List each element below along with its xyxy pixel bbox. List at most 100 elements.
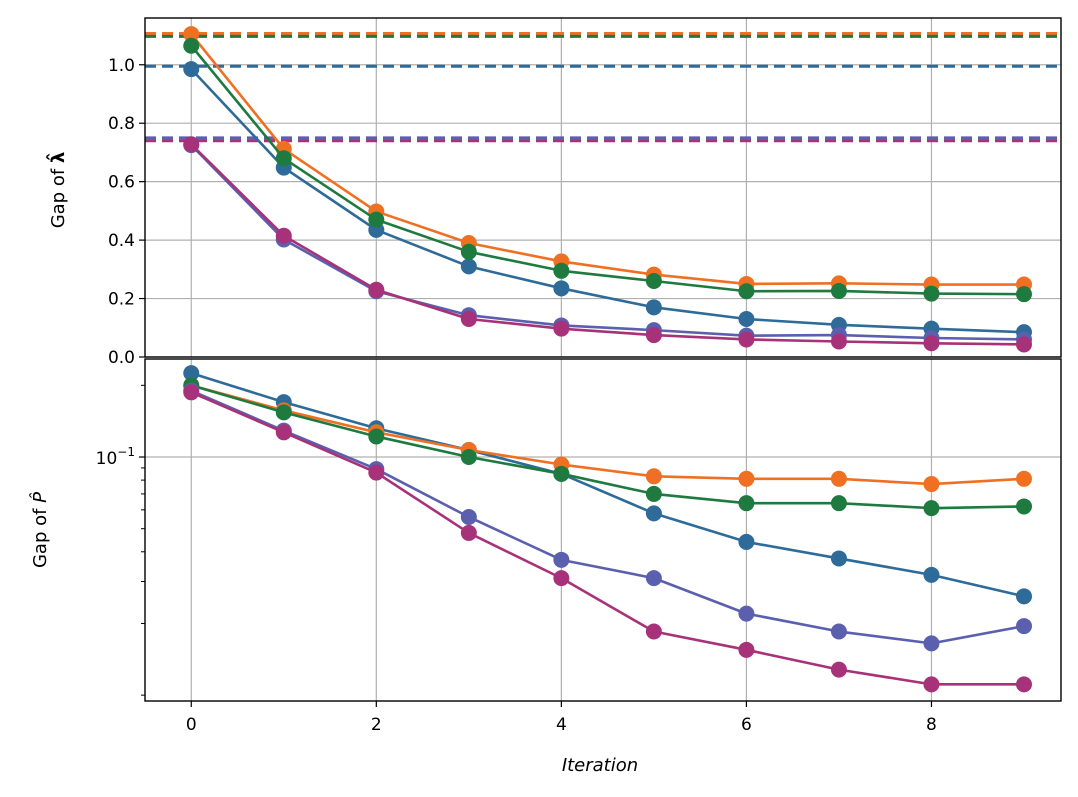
bottom-point-green-6 <box>738 495 755 512</box>
top-point-green-3 <box>460 243 477 260</box>
top-point-magenta-1 <box>275 227 292 244</box>
bottom-point-green-8 <box>923 500 940 517</box>
top-ytick-label: 1.0 <box>108 56 135 76</box>
top-y-ticks: 0.0 0.2 0.4 0.6 0.8 1.0 <box>108 56 145 368</box>
bottom-point-green-1 <box>275 404 292 421</box>
bottom-point-magenta-9 <box>1015 676 1032 693</box>
top-point-green-1 <box>275 150 292 167</box>
bottom-point-magenta-6 <box>738 641 755 658</box>
top-ytick-label: 0.6 <box>108 173 135 193</box>
bottom-point-magenta-7 <box>830 661 847 678</box>
xtick-label-4: 4 <box>556 715 567 735</box>
top-point-magenta-6 <box>738 331 755 348</box>
bottom-point-blue-9 <box>1015 588 1032 605</box>
bottom-point-green-2 <box>368 428 385 445</box>
top-point-blue-3 <box>460 258 477 275</box>
bottom-point-purple-3 <box>460 508 477 525</box>
bottom-line-purple <box>190 389 1025 645</box>
top-point-green-7 <box>830 282 847 299</box>
top-point-blue-4 <box>553 280 570 297</box>
bottom-point-purple-7 <box>830 623 847 640</box>
bottom-point-magenta-1 <box>275 424 292 441</box>
bottom-point-green-5 <box>645 485 662 502</box>
bottom-point-magenta-0 <box>183 384 200 401</box>
top-ytick-label: 0.4 <box>108 231 135 251</box>
bottom-y-axis-label: Gap of P̂ <box>30 492 51 568</box>
bottom-point-green-4 <box>553 465 570 482</box>
top-point-magenta-7 <box>830 333 847 350</box>
top-point-blue-6 <box>738 311 755 328</box>
top-point-magenta-5 <box>645 327 662 344</box>
top-point-green-5 <box>645 273 662 290</box>
xtick-label-8: 8 <box>926 715 937 735</box>
bottom-y-ticks: 10−1 <box>96 384 145 696</box>
top-point-blue-0 <box>183 61 200 78</box>
bottom-line-magenta <box>190 391 1024 686</box>
bottom-axes-frame <box>144 358 1062 702</box>
bottom-point-purple-9 <box>1015 618 1032 635</box>
top-point-green-6 <box>738 283 755 300</box>
top-y-axis-label: Gap of λ̂ <box>46 152 69 229</box>
bottom-point-purple-5 <box>645 570 662 587</box>
top-point-orange-0 <box>183 26 200 43</box>
bottom-point-magenta-8 <box>923 676 940 693</box>
bottom-point-magenta-4 <box>553 570 570 587</box>
top-point-magenta-0 <box>183 136 200 153</box>
bottom-x-ticks: 0 2 4 6 8 <box>186 701 937 735</box>
bottom-point-blue-7 <box>830 550 847 567</box>
bottom-line-green <box>190 384 1025 510</box>
bottom-point-green-3 <box>460 449 477 466</box>
top-line-magenta <box>190 143 1025 346</box>
bottom-point-green-7 <box>830 495 847 512</box>
bottom-series-group <box>183 365 1032 693</box>
bottom-point-orange-9 <box>1015 470 1032 487</box>
top-point-magenta-8 <box>923 335 940 352</box>
top-line-green <box>190 44 1024 296</box>
top-series-green <box>183 37 1032 303</box>
top-ytick-label: 0.8 <box>108 114 135 134</box>
top-line-purple <box>190 144 1025 341</box>
bottom-series-magenta <box>183 384 1032 693</box>
top-point-green-2 <box>368 211 385 228</box>
top-point-magenta-2 <box>368 281 385 298</box>
bottom-point-blue-5 <box>645 505 662 522</box>
top-point-green-8 <box>923 285 940 302</box>
bottom-point-blue-8 <box>923 566 940 583</box>
bottom-point-orange-8 <box>923 476 940 493</box>
top-point-green-0 <box>183 37 200 54</box>
bottom-point-magenta-5 <box>645 623 662 640</box>
xtick-label-0: 0 <box>186 715 197 735</box>
top-ytick-label: 0.0 <box>108 348 135 368</box>
bottom-series-green <box>183 377 1032 517</box>
top-ytick-label: 0.2 <box>108 290 135 310</box>
top-axes-frame <box>144 17 1062 358</box>
top-point-green-9 <box>1015 286 1032 303</box>
top-line-orange <box>190 33 1024 286</box>
bottom-point-orange-5 <box>645 468 662 485</box>
bottom-point-blue-6 <box>738 533 755 550</box>
top-point-blue-5 <box>645 299 662 316</box>
bottom-line-orange <box>190 384 1025 486</box>
bottom-ytick-major-label: 10−1 <box>96 445 135 469</box>
top-point-green-4 <box>553 262 570 279</box>
bottom-point-purple-8 <box>923 635 940 652</box>
bottom-point-orange-6 <box>738 470 755 487</box>
top-point-magenta-3 <box>460 311 477 328</box>
bottom-point-magenta-2 <box>368 464 385 481</box>
bottom-panel: 10−1 0 2 4 6 8 Gap of P̂ Iteration <box>30 358 1062 776</box>
xtick-label-6: 6 <box>741 715 752 735</box>
top-series-group <box>183 26 1032 353</box>
top-series-blue <box>183 61 1032 341</box>
bottom-point-purple-6 <box>738 605 755 622</box>
bottom-point-magenta-3 <box>460 524 477 541</box>
top-line-blue <box>190 68 1025 334</box>
bottom-line-blue <box>190 371 1025 598</box>
bottom-point-green-9 <box>1015 498 1032 515</box>
top-series-magenta <box>183 136 1032 353</box>
top-panel: 0.0 0.2 0.4 0.6 0.8 1.0 Gap of λ̂ <box>46 17 1062 368</box>
top-point-magenta-9 <box>1015 336 1032 353</box>
bottom-point-orange-7 <box>830 470 847 487</box>
x-axis-label: Iteration <box>562 755 638 776</box>
